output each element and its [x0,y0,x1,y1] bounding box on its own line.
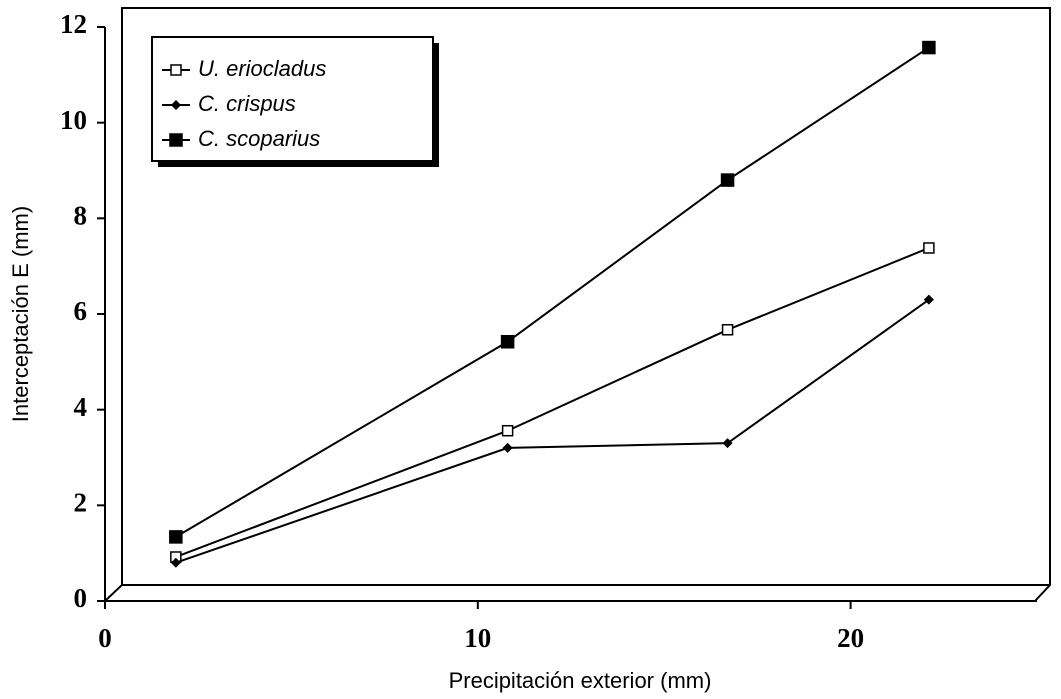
data-point [501,424,514,437]
legend-label: C. crispus [198,91,296,116]
x-tick-label: 10 [464,623,491,653]
y-tick-label: 4 [74,392,88,422]
legend [151,36,439,167]
y-axis-label: Interceptación E (mm) [8,206,33,422]
y-tick-label: 12 [60,9,87,39]
data-point [721,324,734,336]
data-point [502,442,513,453]
series-line [175,46,930,538]
data-point [722,438,733,449]
data-point [170,557,181,568]
legend-box [151,36,434,162]
y-tick-label: 2 [74,488,88,518]
legend-marker [169,133,183,147]
legend-label: C. scoparius [198,126,320,151]
y-tick-label: 6 [74,296,88,326]
legend-label: U. eriocladus [198,56,326,81]
y-tick-label: 0 [74,583,88,613]
series-line [175,298,930,564]
legend-marker [171,100,181,110]
data-point [923,242,935,254]
legend-marker [170,64,182,76]
data-point [923,294,934,305]
y-tick-label: 10 [60,105,87,135]
x-tick-label: 0 [98,623,112,653]
back-panel [104,7,1051,602]
y-tick-label: 8 [74,201,88,231]
data-point [720,173,735,187]
series-line [175,247,930,558]
data-point [169,530,183,544]
data-point [500,334,515,349]
data-point [922,40,936,55]
x-tick-label: 20 [837,623,864,653]
x-axis-label: Precipitación exterior (mm) [449,668,712,693]
